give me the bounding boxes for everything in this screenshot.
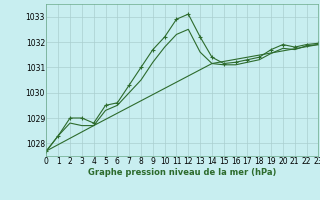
- X-axis label: Graphe pression niveau de la mer (hPa): Graphe pression niveau de la mer (hPa): [88, 168, 276, 177]
